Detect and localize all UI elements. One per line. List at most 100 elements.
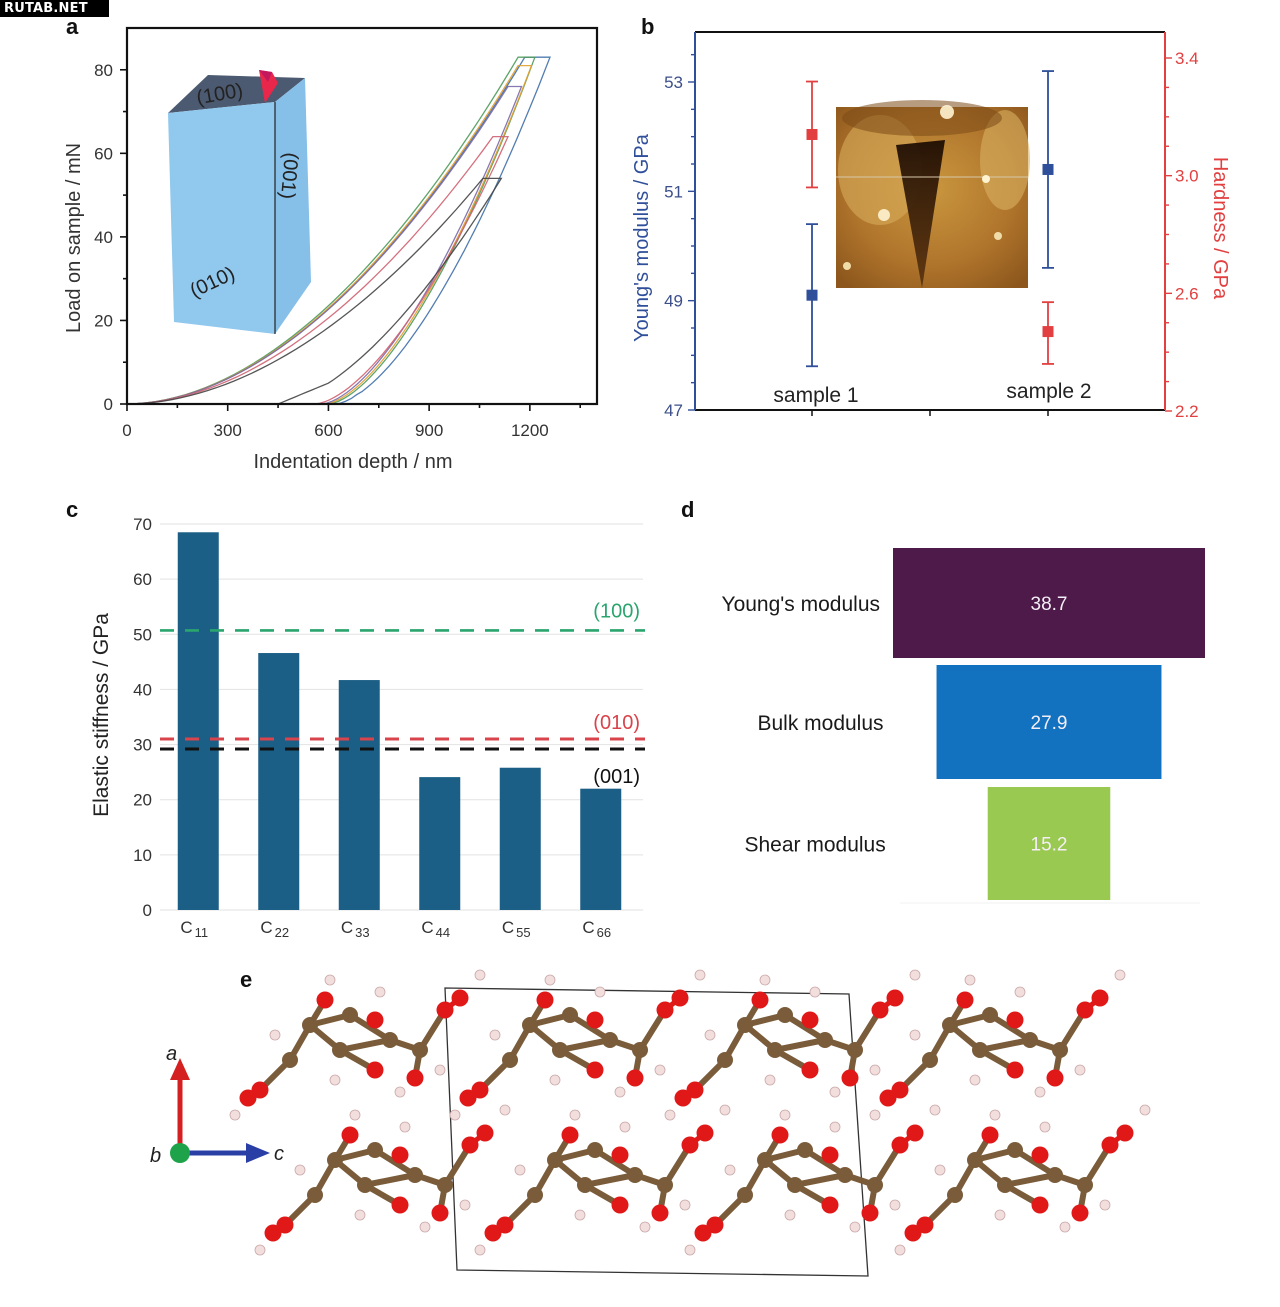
category-label: Young's modulus bbox=[721, 593, 880, 616]
hydrogen-atom bbox=[254, 1244, 266, 1256]
oxygen-atom bbox=[391, 1146, 409, 1164]
carbon-atom bbox=[302, 1017, 318, 1033]
bond bbox=[792, 1172, 848, 1188]
hydrogen-atom bbox=[399, 1121, 411, 1133]
data-point-hardness bbox=[806, 128, 818, 140]
y-axis-label: Elastic stiffness / GPa bbox=[90, 613, 113, 817]
carbon-atom bbox=[282, 1052, 298, 1068]
carbon-atom bbox=[562, 1007, 578, 1023]
hydrogen-atom bbox=[849, 1221, 861, 1233]
hydrogen-atom bbox=[324, 974, 336, 986]
carbon-atom bbox=[412, 1042, 428, 1058]
hydrogen-atom bbox=[784, 1209, 796, 1221]
oxygen-atom bbox=[316, 991, 334, 1009]
carbon-atom bbox=[367, 1142, 383, 1158]
hydrogen-atom bbox=[809, 986, 821, 998]
carbon-atom bbox=[602, 1032, 618, 1048]
hydrogen-atom bbox=[349, 1109, 361, 1121]
y-tick-label-right: 3.0 bbox=[1175, 167, 1199, 186]
y-tick-label: 40 bbox=[94, 228, 113, 247]
hydrogen-atom bbox=[329, 1074, 341, 1086]
hydrogen-atom bbox=[909, 1029, 921, 1041]
oxygen-atom bbox=[674, 1089, 692, 1107]
hydrogen-atom bbox=[294, 1164, 306, 1176]
oxygen-atom bbox=[471, 1081, 489, 1099]
y-tick-label: 20 bbox=[94, 311, 113, 330]
bar-C33 bbox=[338, 680, 380, 910]
funnel-bar-1 bbox=[936, 665, 1162, 779]
oxygen-atom bbox=[904, 1224, 922, 1242]
carbon-atom bbox=[307, 1187, 323, 1203]
hydrogen-atom bbox=[934, 1164, 946, 1176]
panel-label-c: c bbox=[66, 497, 79, 522]
afm-inset-image bbox=[836, 100, 1030, 288]
axis-c-arrow-icon bbox=[246, 1143, 270, 1163]
bar-value-label: 38.7 bbox=[1031, 594, 1068, 615]
carbon-atom bbox=[627, 1167, 643, 1183]
axis-b-dot-icon bbox=[170, 1143, 190, 1163]
hydrogen-atom bbox=[549, 1074, 561, 1086]
oxygen-atom bbox=[821, 1196, 839, 1214]
hydrogen-atom bbox=[354, 1209, 366, 1221]
oxygen-atom bbox=[626, 1069, 644, 1087]
carbon-atom bbox=[967, 1152, 983, 1168]
oxygen-atom bbox=[686, 1081, 704, 1099]
bar-C66 bbox=[580, 788, 622, 910]
carbon-atom bbox=[797, 1142, 813, 1158]
carbon-atom bbox=[777, 1007, 793, 1023]
carbon-atom bbox=[922, 1052, 938, 1068]
bar-C22 bbox=[258, 653, 300, 910]
hydrogen-atom bbox=[1059, 1221, 1071, 1233]
y-tick-label: 0 bbox=[143, 901, 152, 920]
hydrogen-atom bbox=[374, 986, 386, 998]
hydrogen-atom bbox=[639, 1221, 651, 1233]
oxygen-atom bbox=[561, 1126, 579, 1144]
hydrogen-atom bbox=[574, 1209, 586, 1221]
x-tick-label: 1200 bbox=[511, 421, 549, 440]
oxygen-atom bbox=[1031, 1196, 1049, 1214]
hydrogen-atom bbox=[724, 1164, 736, 1176]
hydrogen-atom bbox=[989, 1109, 1001, 1121]
oxygen-atom bbox=[431, 1204, 449, 1222]
hydrogen-atom bbox=[704, 1029, 716, 1041]
hydrogen-atom bbox=[449, 1109, 461, 1121]
y-axis-label-left: Young's modulus / GPa bbox=[631, 133, 653, 342]
carbon-atom bbox=[587, 1142, 603, 1158]
hydrogen-atom bbox=[759, 974, 771, 986]
hydrogen-atom bbox=[779, 1109, 791, 1121]
oxygen-atom bbox=[366, 1061, 384, 1079]
y-tick-label: 10 bbox=[133, 846, 152, 865]
hydrogen-atom bbox=[719, 1104, 731, 1116]
crystal-inset: (100) (010) (001) bbox=[168, 70, 311, 334]
oxygen-atom bbox=[906, 1124, 924, 1142]
hydrogen-atom bbox=[684, 1244, 696, 1256]
carbon-atom bbox=[942, 1017, 958, 1033]
oxygen-atom bbox=[611, 1146, 629, 1164]
oxygen-atom bbox=[239, 1089, 257, 1107]
oxygen-atom bbox=[891, 1136, 909, 1154]
carbon-atom bbox=[437, 1177, 453, 1193]
carbon-atom bbox=[787, 1177, 803, 1193]
hydrogen-atom bbox=[969, 1074, 981, 1086]
inset-label-001: (001) bbox=[276, 152, 302, 200]
carbon-atom bbox=[1052, 1042, 1068, 1058]
carbon-atom bbox=[867, 1177, 883, 1193]
load-curve-curve-4 bbox=[126, 85, 523, 405]
hydrogen-atom bbox=[869, 1109, 881, 1121]
carbon-atom bbox=[1047, 1167, 1063, 1183]
hydrogen-atom bbox=[434, 1064, 446, 1076]
oxygen-atom bbox=[886, 989, 904, 1007]
panel-c-chart: 0 10 20 30 40 50 60 70 C 11 C 22 C 33 C 44 C 55 C 66 (100)… bbox=[90, 515, 645, 940]
panel-e-structure: a b c bbox=[150, 969, 1151, 1277]
panel-d-chart: 38.7 Young's modulus 27.9 Bulk modulus 15.2 S… bbox=[721, 548, 1205, 904]
oxygen-atom bbox=[956, 991, 974, 1009]
hydrogen-atom bbox=[679, 1199, 691, 1211]
hydrogen-atom bbox=[569, 1109, 581, 1121]
carbon-atom bbox=[972, 1042, 988, 1058]
x-tick-label: C 44 bbox=[421, 918, 450, 940]
data-point-modulus bbox=[1042, 163, 1054, 175]
reference-label: (001) bbox=[593, 766, 640, 788]
oxygen-atom bbox=[406, 1069, 424, 1087]
panel-a-chart: (100) (010) (001) 0 300 600 900 1200 0 20 40 60 8… bbox=[63, 26, 599, 473]
bar-C55 bbox=[499, 767, 541, 910]
